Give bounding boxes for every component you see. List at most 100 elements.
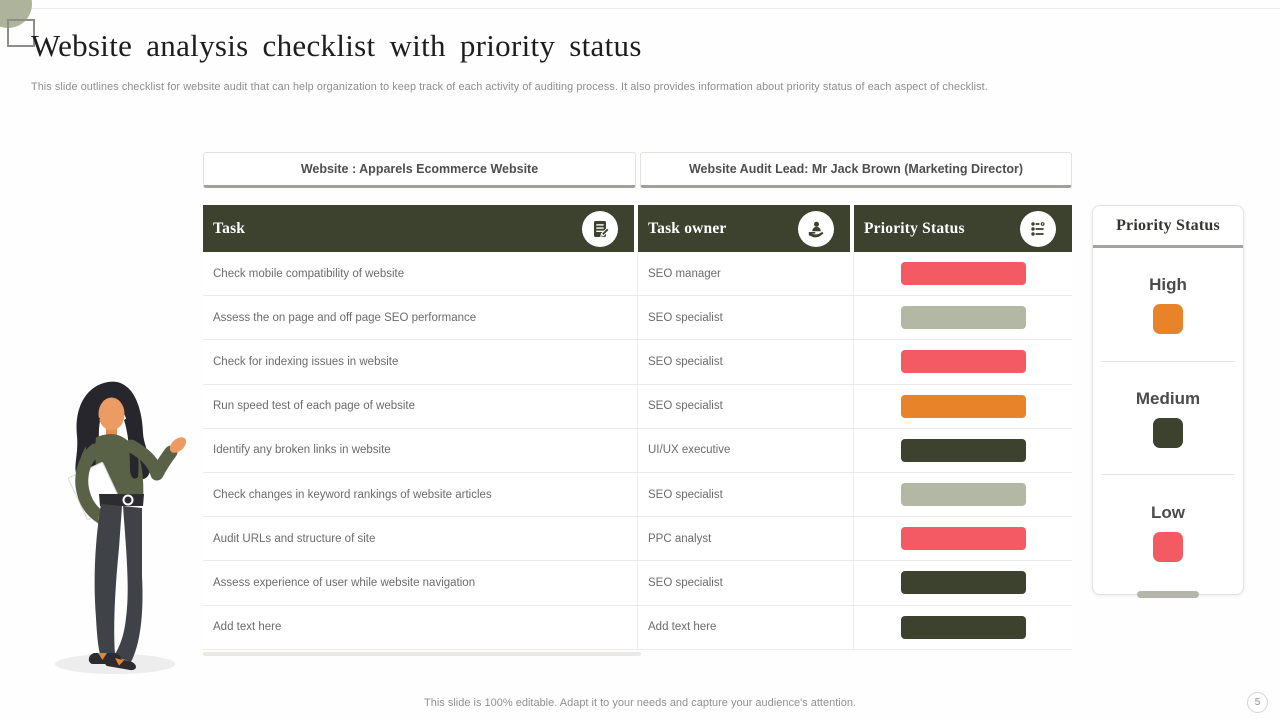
task-owner-text: SEO specialist	[648, 576, 723, 589]
task-text: Add text here	[213, 621, 282, 634]
top-divider	[0, 8, 1280, 9]
task-cell: Assess the on page and off page SEO perf…	[203, 296, 638, 340]
priority-status-bar	[900, 306, 1026, 330]
task-owner-text: SEO specialist	[648, 311, 723, 324]
legend-color-swatch	[1153, 531, 1183, 562]
task-owner-text: SEO manager	[648, 267, 721, 280]
table-row: Identify any broken links in website UI/…	[203, 428, 1072, 473]
priority-status-bar	[900, 571, 1026, 595]
column-header-task-owner: Task owner	[638, 205, 854, 252]
task-text: Assess experience of user while website …	[213, 576, 476, 589]
sliders-icon	[1020, 210, 1056, 247]
task-owner-cell: Add text here	[638, 605, 854, 649]
table-header: Task Task owner	[203, 205, 1072, 252]
priority-status-bar	[900, 394, 1026, 418]
task-owner-cell: SEO specialist	[638, 384, 854, 428]
task-owner-text: PPC analyst	[648, 532, 712, 545]
table-row: Check for indexing issues in website SEO…	[203, 340, 1072, 385]
priority-status-cell	[854, 296, 1072, 339]
priority-status-cell	[854, 252, 1072, 295]
task-cell: Assess experience of user while website …	[203, 561, 638, 605]
task-text: Run speed test of each page of website	[213, 400, 416, 413]
priority-status-cell	[854, 429, 1072, 472]
task-owner-text: Add text here	[648, 621, 717, 634]
table-row: Assess experience of user while website …	[203, 561, 1072, 606]
checklist-table: Task Task owner	[203, 205, 1072, 650]
priority-status-cell	[854, 473, 1072, 516]
task-text: Identify any broken links in website	[213, 444, 391, 457]
woman-illustration	[55, 381, 187, 674]
page-title: Website analysis checklist with priority…	[31, 28, 642, 63]
hand-person-icon	[798, 210, 834, 247]
table-row: Check mobile compatibility of website SE…	[203, 252, 1072, 297]
task-owner-cell: SEO specialist	[638, 296, 854, 340]
priority-status-cell	[854, 517, 1072, 560]
clipboard-edit-icon	[582, 210, 618, 247]
task-cell: Check changes in keyword rankings of web…	[203, 472, 638, 517]
task-owner-cell: SEO specialist	[638, 561, 854, 605]
priority-status-bar	[900, 262, 1026, 286]
legend-title: Priority Status	[1093, 206, 1243, 248]
table-row: Add text here Add text here	[203, 605, 1072, 650]
task-text: Assess the on page and off page SEO perf…	[213, 311, 477, 324]
corner-square-decoration	[7, 19, 35, 47]
task-cell: Run speed test of each page of website	[203, 384, 638, 428]
table-row: Check changes in keyword rankings of web…	[203, 472, 1072, 518]
table-row: Assess the on page and off page SEO perf…	[203, 296, 1072, 341]
task-owner-cell: SEO specialist	[638, 340, 854, 384]
priority-status-column-label: Priority Status	[864, 219, 965, 237]
task-cell: Audit URLs and structure of site	[203, 517, 638, 561]
table-row: Run speed test of each page of website S…	[203, 384, 1072, 429]
legend-item: High	[1093, 248, 1243, 362]
task-text: Check mobile compatibility of website	[213, 267, 405, 280]
task-owner-column-label: Task owner	[648, 219, 727, 237]
legend-items: High Medium Low	[1093, 248, 1243, 589]
task-owner-text: SEO specialist	[648, 355, 723, 368]
legend-item: Low	[1093, 475, 1243, 589]
priority-status-cell	[854, 385, 1072, 428]
task-owner-text: SEO specialist	[648, 400, 723, 413]
website-info-label: Website : Apparels Ecommerce Website	[300, 162, 539, 176]
audit-lead-info-box: Website Audit Lead: Mr Jack Brown (Marke…	[640, 152, 1072, 188]
priority-status-bar	[900, 483, 1026, 507]
task-column-label: Task	[213, 219, 246, 237]
priority-status-cell	[854, 561, 1072, 604]
footer-note: This slide is 100% editable. Adapt it to…	[424, 697, 856, 709]
priority-legend: Priority Status High Medium Low	[1092, 205, 1244, 598]
priority-status-cell	[854, 340, 1072, 383]
legend-color-swatch	[1153, 418, 1183, 448]
task-cell: Add text here	[203, 605, 638, 649]
task-owner-cell: UI/UX executive	[638, 428, 854, 472]
task-text: Check changes in keyword rankings of web…	[213, 488, 492, 501]
legend-item-label: Low	[1151, 502, 1185, 522]
task-cell: Identify any broken links in website	[203, 428, 638, 472]
task-owner-cell: SEO specialist	[638, 472, 854, 517]
priority-status-bar	[900, 527, 1026, 551]
legend-item-label: Medium	[1135, 389, 1201, 408]
task-cell: Check for indexing issues in website	[203, 340, 638, 384]
legend-color-swatch	[1153, 304, 1183, 335]
legend-handle-decoration	[1137, 591, 1199, 598]
legend-item: Medium	[1093, 362, 1243, 476]
legend-item-label: High	[1149, 275, 1187, 295]
website-info-box: Website : Apparels Ecommerce Website	[203, 152, 636, 188]
priority-status-bar	[900, 615, 1026, 639]
priority-status-bar	[900, 438, 1026, 462]
table-bottom-shadow	[203, 652, 641, 656]
priority-status-cell	[854, 606, 1072, 649]
column-header-priority-status: Priority Status	[854, 205, 1072, 252]
task-text: Check for indexing issues in website	[213, 355, 399, 368]
table-row: Audit URLs and structure of site PPC ana…	[203, 517, 1072, 562]
priority-status-bar	[900, 350, 1026, 374]
task-owner-text: UI/UX executive	[648, 444, 731, 457]
page-number-badge: 5	[1247, 692, 1268, 713]
table-body: Check mobile compatibility of website SE…	[203, 252, 1072, 650]
slide-subtitle: This slide outlines checklist for websit…	[31, 81, 988, 93]
task-owner-text: SEO specialist	[648, 488, 723, 501]
column-header-task: Task	[203, 205, 638, 252]
task-owner-cell: PPC analyst	[638, 517, 854, 561]
task-text: Audit URLs and structure of site	[213, 532, 376, 545]
task-owner-cell: SEO manager	[638, 252, 854, 296]
audit-lead-info-label: Website Audit Lead: Mr Jack Brown (Marke…	[688, 162, 1024, 176]
